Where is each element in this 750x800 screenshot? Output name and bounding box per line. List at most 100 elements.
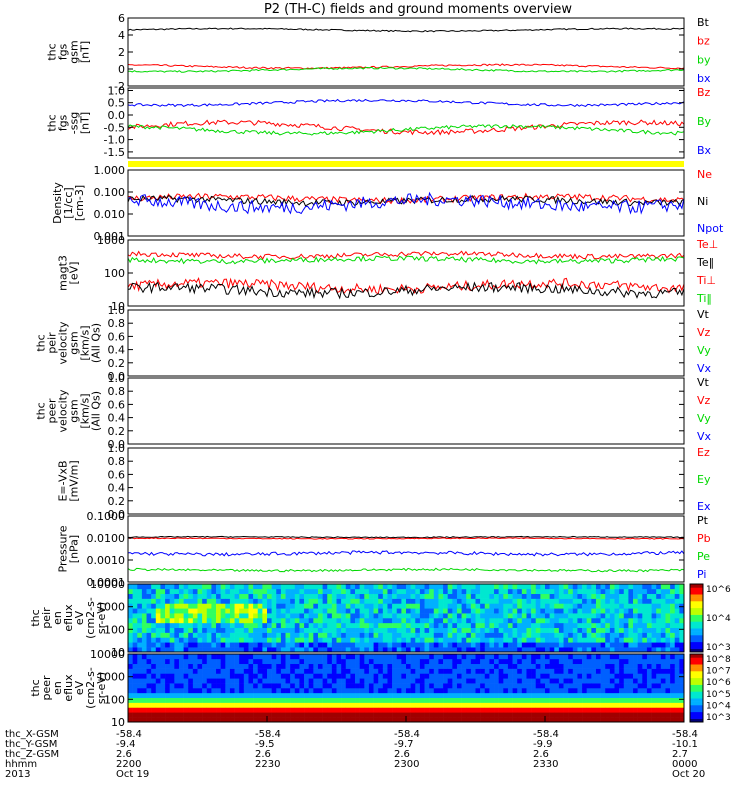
spectrogram-cell: [137, 712, 143, 718]
spectrogram-cell: [165, 688, 170, 694]
spectrogram-cell: [568, 692, 574, 699]
spectrogram-cell: [211, 618, 217, 624]
spectrogram-cell: [595, 663, 601, 669]
spectrogram-cell: [345, 632, 351, 638]
spectrogram-cell: [410, 673, 416, 679]
spectrogram-cell: [456, 668, 462, 674]
spectrogram-cell: [382, 603, 388, 609]
spectrogram-cell: [609, 654, 615, 660]
panel-frame: [127, 169, 685, 237]
spectrogram-cell: [406, 627, 411, 633]
spectrogram-cell: [229, 668, 235, 674]
spectrogram-cell: [470, 668, 476, 674]
spectrogram-cell: [225, 608, 231, 614]
spectrogram-cell: [382, 688, 388, 694]
spectrogram-cell: [341, 683, 347, 689]
spectrogram-cell: [322, 697, 328, 703]
spectrogram-cell: [313, 627, 319, 633]
spectrogram-cell: [600, 608, 606, 614]
colorbar-cell: [690, 664, 703, 668]
spectrogram-cell: [591, 618, 597, 624]
spectrogram-cell: [322, 627, 328, 633]
spectrogram-cell: [549, 668, 555, 674]
spectrogram-cell: [267, 697, 272, 703]
spectrogram-cell: [558, 588, 564, 595]
spectrogram-cell: [484, 603, 490, 609]
spectrogram-cell: [540, 637, 546, 643]
spectrogram-cell: [498, 618, 504, 624]
spectrogram-cell: [294, 712, 300, 718]
spectrogram-cell: [470, 642, 476, 648]
spectrogram-cell: [466, 598, 472, 604]
spectrogram-cell: [285, 688, 291, 694]
y-tick-label: 1000: [97, 234, 125, 247]
spectrogram-cell: [568, 632, 574, 638]
spectrogram-cell: [461, 642, 467, 648]
spectrogram-cell: [257, 697, 263, 703]
spectrogram-cell: [549, 663, 555, 669]
spectrogram-cell: [202, 613, 208, 619]
spectrogram-cell: [368, 647, 374, 653]
spectrogram-cell: [461, 688, 467, 694]
spectrogram-cell: [642, 588, 648, 595]
spectrogram-cell: [586, 613, 592, 619]
spectrogram-cell: [415, 642, 421, 648]
spectrogram-cell: [600, 642, 606, 648]
spectrogram-cell: [507, 663, 513, 669]
spectrogram-cell: [299, 598, 305, 604]
spectrogram-cell: [276, 627, 282, 633]
spectrogram-cell: [248, 654, 254, 660]
spectrogram-cell: [535, 683, 541, 689]
spectrogram-cell: [234, 598, 240, 604]
spectrogram-cell: [234, 584, 240, 590]
spectrogram-cell: [568, 622, 574, 629]
y-axis-label: [nPa]: [68, 535, 81, 563]
spectrogram-cell: [271, 618, 277, 624]
spectrogram-cell: [415, 647, 421, 653]
spectrogram-cell: [188, 658, 194, 665]
spectrogram-cell: [280, 668, 286, 674]
spectrogram-cell: [267, 627, 272, 633]
spectrogram-cell: [563, 637, 569, 643]
spectrogram-cell: [336, 598, 342, 604]
spectrogram-cell: [336, 717, 342, 723]
spectrogram-cell: [628, 697, 634, 703]
spectrogram-cell: [137, 654, 143, 660]
spectrogram-cell: [331, 588, 337, 595]
spectrogram-cell: [563, 673, 569, 679]
spectrogram-cell: [239, 683, 245, 689]
spectrogram-cell: [243, 658, 249, 665]
spectrogram-cell: [633, 673, 638, 679]
spectrogram-cell: [382, 683, 388, 689]
spectrogram-cell: [253, 632, 259, 638]
spectrogram-cell: [239, 717, 245, 723]
spectrogram-cell: [419, 642, 425, 648]
spectrogram-cell: [507, 622, 513, 629]
spectrogram-cell: [545, 678, 550, 684]
spectrogram-cell: [341, 598, 347, 604]
spectrogram-cell: [586, 692, 592, 699]
spectrogram-cell: [248, 637, 254, 643]
spectrogram-cell: [322, 642, 328, 648]
spectrogram-cell: [535, 678, 541, 684]
spectrogram-cell: [628, 603, 634, 609]
spectrogram-cell: [206, 712, 212, 718]
spectrogram-cell: [628, 688, 634, 694]
spectrogram-cell: [679, 717, 685, 723]
spectrogram-cell: [392, 637, 398, 643]
spectrogram-cell: [494, 637, 499, 643]
spectrogram-cell: [373, 692, 379, 699]
spectrogram-cell: [290, 603, 296, 609]
spectrogram-cell: [484, 658, 490, 665]
spectrogram-cell: [535, 637, 541, 643]
spectrogram-cell: [637, 647, 643, 653]
spectrogram-cell: [299, 603, 305, 609]
spectrogram-cell: [160, 717, 166, 723]
spectrogram-cell: [206, 618, 212, 624]
spectrogram-cell: [507, 654, 513, 660]
spectrogram-cell: [341, 603, 347, 609]
spectrogram-cell: [591, 654, 597, 660]
spectrogram-cell: [165, 598, 170, 604]
spectrogram-cell: [628, 647, 634, 653]
spectrogram-cell: [220, 647, 226, 653]
